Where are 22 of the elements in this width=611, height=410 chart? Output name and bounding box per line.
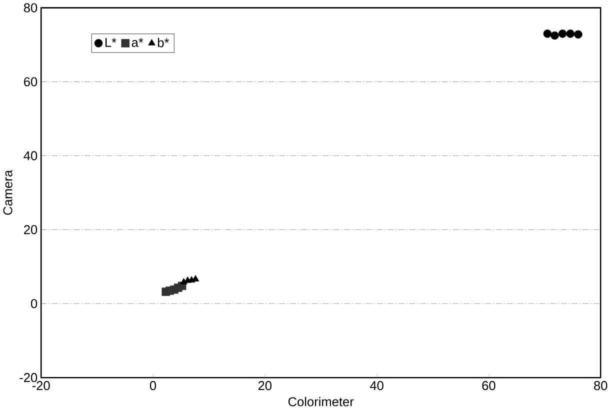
y-tick-label: 80 bbox=[24, 3, 38, 13]
x-tick-label: -20 bbox=[32, 381, 50, 390]
x-axis-title: Colorimeter bbox=[288, 397, 354, 406]
x-tick-label: 20 bbox=[258, 381, 272, 390]
point bbox=[574, 30, 582, 39]
legend-label: b* bbox=[158, 38, 170, 48]
y-tick-label: 40 bbox=[24, 151, 38, 160]
x-tick-label: 40 bbox=[370, 381, 384, 390]
legend-label: a* bbox=[132, 38, 144, 48]
x-tick-label: 0 bbox=[150, 381, 156, 390]
y-tick-label: -20 bbox=[20, 373, 38, 382]
x-tick-label: 80 bbox=[594, 381, 608, 390]
y-tick-label: 60 bbox=[24, 77, 38, 87]
x-tick-label: 60 bbox=[482, 381, 496, 390]
legend-label: L* bbox=[105, 38, 116, 48]
point bbox=[543, 30, 552, 38]
point bbox=[558, 30, 567, 38]
y-tick-label: 20 bbox=[24, 225, 38, 234]
y-axis-title: Camera bbox=[3, 170, 12, 216]
y-tick-label: 0 bbox=[30, 299, 38, 308]
point bbox=[550, 32, 559, 40]
point bbox=[566, 30, 575, 38]
